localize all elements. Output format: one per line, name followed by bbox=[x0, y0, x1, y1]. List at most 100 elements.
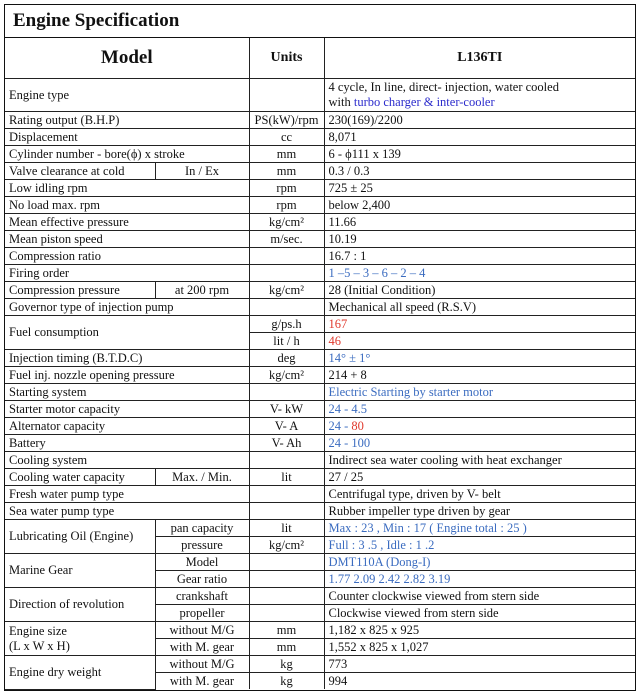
value-text: 28 (Initial Condition) bbox=[328, 282, 436, 297]
header-units: Units bbox=[248, 38, 325, 79]
spec-value: Full : 3 .5 , Idle : 1 .2 bbox=[323, 536, 635, 554]
value-text: DMT110A (Dong-I) bbox=[328, 554, 431, 569]
value-text: 24 - 4.5 bbox=[328, 401, 368, 416]
spec-sub-label: pressure bbox=[155, 536, 250, 554]
spec-label: Marine Gear bbox=[5, 553, 156, 588]
spec-value: 725 ± 25 bbox=[323, 179, 635, 197]
spec-label: Fuel inj. nozzle opening pressure bbox=[5, 366, 250, 384]
spec-unit bbox=[248, 587, 325, 605]
spec-row: Engine type 4 cycle, In line, direct- inj… bbox=[5, 78, 635, 112]
value-text: 24 - bbox=[328, 418, 352, 433]
value-text: turbo charger & inter-cooler bbox=[353, 95, 495, 109]
spec-sub-label: Max. / Min. bbox=[154, 468, 250, 486]
spec-row: Mean piston speed m/sec. 10.19 bbox=[5, 230, 635, 248]
spec-value: Clockwise viewed from stern side bbox=[323, 604, 635, 622]
value-text: 0.3 / 0.3 bbox=[328, 163, 370, 178]
spec-row: Battery V- Ah 24 - 100 bbox=[5, 434, 635, 452]
spec-row: Starting system Electric Starting by star… bbox=[5, 383, 635, 401]
spec-sub-label: without M/G bbox=[154, 655, 250, 673]
spec-row: No load max. rpm rpm below 2,400 bbox=[5, 196, 635, 214]
spec-value: 24 - 80 bbox=[323, 417, 635, 435]
spec-unit: rpm bbox=[248, 179, 325, 197]
value-text: 4 cycle, In line, direct- injection, wat… bbox=[328, 80, 559, 109]
spec-row: Displacement cc 8,071 bbox=[5, 128, 635, 146]
header-model-value: L136TI bbox=[323, 38, 635, 79]
spec-value: Rubber impeller type driven by gear bbox=[323, 502, 635, 520]
spec-value: 214 + 8 bbox=[323, 366, 635, 384]
spec-unit: lit bbox=[248, 519, 325, 537]
spec-unit: cc bbox=[248, 128, 325, 146]
spec-unit: V- A bbox=[248, 417, 325, 435]
spec-label: Mean piston speed bbox=[5, 230, 250, 248]
spec-row: propeller Clockwise viewed from stern sid… bbox=[5, 604, 635, 622]
spec-label: Engine dry weight bbox=[5, 655, 156, 690]
spec-unit: kg/cm² bbox=[248, 213, 325, 231]
spec-label: Fuel consumption bbox=[5, 315, 250, 350]
value-text: 27 / 25 bbox=[328, 469, 364, 484]
value-text: Max : 23 , Min : 17 ( Engine total : 25 … bbox=[328, 520, 527, 535]
value-text: 1 –5 – 3 – 6 – 2 – 4 bbox=[328, 265, 426, 280]
spec-sub-label: pan capacity bbox=[154, 519, 250, 537]
header-row: Model Units L136TI bbox=[5, 38, 635, 79]
value-text: Counter clockwise viewed from stern side bbox=[328, 588, 540, 603]
value-text: 1.77 2.09 2.42 2.82 3.19 bbox=[328, 571, 451, 586]
spec-unit: kg/cm² bbox=[248, 281, 325, 299]
spec-value: 4 cycle, In line, direct- injection, wat… bbox=[323, 78, 635, 112]
spec-label: Lubricating Oil (Engine) bbox=[5, 519, 156, 554]
spec-label: Cooling water capacity bbox=[5, 468, 156, 486]
spec-row: Fuel inj. nozzle opening pressure kg/cm² 2… bbox=[5, 366, 635, 384]
spec-value: 46 bbox=[323, 332, 635, 350]
spec-label: Sea water pump type bbox=[5, 502, 250, 520]
value-text: 773 bbox=[328, 656, 348, 671]
spec-sub-label: Model bbox=[154, 553, 250, 571]
value-text: 10.19 bbox=[328, 231, 357, 246]
spec-label: Engine size (L x W x H) bbox=[5, 621, 156, 656]
spec-label: Rating output (B.H.P) bbox=[5, 111, 250, 129]
spec-row: Cylinder number - bore(ϕ) x stroke mm 6 - … bbox=[5, 145, 635, 163]
spec-row: Mean effective pressure kg/cm² 11.66 bbox=[5, 213, 635, 231]
spec-unit: deg bbox=[248, 349, 325, 367]
spec-value: 28 (Initial Condition) bbox=[323, 281, 635, 299]
spec-value: 994 bbox=[323, 672, 635, 689]
spec-label: Cylinder number - bore(ϕ) x stroke bbox=[5, 145, 250, 163]
spec-unit bbox=[248, 247, 325, 265]
spec-value: below 2,400 bbox=[323, 196, 635, 214]
spec-row: Direction of revolution crankshaft Counter… bbox=[5, 587, 635, 622]
value-text: 1,552 x 825 x 1,027 bbox=[328, 639, 429, 654]
spec-value: 27 / 25 bbox=[323, 468, 635, 486]
value-text: Rubber impeller type driven by gear bbox=[328, 503, 511, 518]
spec-label: Low idling rpm bbox=[5, 179, 250, 197]
value-text: Electric Starting by starter motor bbox=[328, 384, 494, 399]
spec-unit: kg/cm² bbox=[248, 366, 325, 384]
spec-row: Sea water pump type Rubber impeller type … bbox=[5, 502, 635, 520]
spec-unit bbox=[248, 264, 325, 282]
spec-row: Rating output (B.H.P) PS(kW)/rpm 230(169)/… bbox=[5, 111, 635, 129]
spec-label: Mean effective pressure bbox=[5, 213, 250, 231]
spec-row: Lubricating Oil (Engine) pan capacity lit M… bbox=[5, 519, 635, 554]
spec-value: 773 bbox=[323, 655, 635, 673]
spec-label: No load max. rpm bbox=[5, 196, 250, 214]
value-text: 994 bbox=[328, 673, 348, 688]
spec-unit: kg/cm² bbox=[248, 536, 325, 554]
spec-value: 1.77 2.09 2.42 2.82 3.19 bbox=[323, 570, 635, 588]
sheet-title: Engine Specification bbox=[5, 5, 635, 38]
spec-unit: kg bbox=[248, 655, 325, 673]
spec-value: 11.66 bbox=[323, 213, 635, 231]
spec-row: Engine dry weight without M/G kg 773 bbox=[5, 655, 635, 690]
value-text: Indirect sea water cooling with heat exc… bbox=[328, 452, 562, 467]
spec-unit bbox=[248, 451, 325, 469]
spec-sub-label: In / Ex bbox=[154, 162, 250, 180]
spec-sub-label: Gear ratio bbox=[155, 570, 250, 588]
spec-unit: mm bbox=[248, 638, 325, 656]
spec-label: Displacement bbox=[5, 128, 250, 146]
spec-unit bbox=[248, 298, 325, 316]
spec-value: 1,182 x 825 x 925 bbox=[323, 621, 635, 639]
spec-label: Alternator capacity bbox=[5, 417, 250, 435]
spec-unit bbox=[248, 604, 325, 622]
spec-unit: PS(kW)/rpm bbox=[248, 111, 325, 129]
value-text: 8,071 bbox=[328, 129, 357, 144]
value-text: 214 + 8 bbox=[328, 367, 367, 382]
spec-unit: m/sec. bbox=[248, 230, 325, 248]
spec-label: Firing order bbox=[5, 264, 250, 282]
spec-value: 6 - ϕ111 x 139 bbox=[323, 145, 635, 163]
